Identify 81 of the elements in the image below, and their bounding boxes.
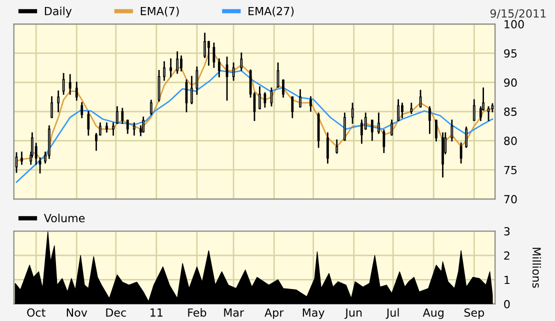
candlestick xyxy=(20,152,23,165)
candlestick xyxy=(487,106,490,121)
legend-label: Volume xyxy=(44,214,85,222)
candlestick xyxy=(410,102,413,114)
y-tick-label: 0 xyxy=(504,300,510,308)
x-tick-label: Apr xyxy=(264,308,284,319)
candlestick xyxy=(190,76,193,104)
candlestick xyxy=(170,58,172,78)
candlestick xyxy=(121,108,124,124)
candlestick xyxy=(377,112,380,134)
candlestick xyxy=(428,106,431,134)
candlestick xyxy=(465,126,468,148)
y-tick-label: 90 xyxy=(504,78,517,87)
candlestick xyxy=(264,92,266,108)
candlestick xyxy=(291,96,294,118)
candlestick xyxy=(126,120,129,134)
candlestick xyxy=(435,120,438,142)
x-tick-label: Jun xyxy=(344,308,362,319)
candlestick xyxy=(218,58,220,78)
y-tick-label: 80 xyxy=(504,136,517,146)
y-tick-label: 2 xyxy=(504,251,510,260)
candlestick xyxy=(390,120,393,136)
x-tick-label: Oct xyxy=(27,308,46,317)
legend-label: EMA(7) xyxy=(140,6,179,17)
candlestick xyxy=(150,100,152,116)
text: 9/15/2011 xyxy=(490,9,546,19)
candlestick xyxy=(258,86,261,110)
y-tick-label: 75 xyxy=(504,166,517,174)
candlestick xyxy=(282,79,284,98)
candlestick xyxy=(351,102,354,124)
candlestick xyxy=(212,42,216,68)
candlestick xyxy=(112,122,114,136)
x-tick-label: Jul xyxy=(386,308,399,319)
y-tick-label: 1 xyxy=(504,276,510,284)
candlestick xyxy=(401,102,404,118)
y-axis-title: Millions xyxy=(532,248,542,288)
candlestick xyxy=(38,158,42,174)
legend-label: Daily xyxy=(44,6,72,18)
candlestick xyxy=(50,96,53,118)
candlestick xyxy=(132,122,136,136)
x-tick-label: Sep xyxy=(464,308,484,319)
candlestick xyxy=(472,99,476,121)
candlestick xyxy=(397,99,400,121)
candlestick xyxy=(460,142,462,164)
x-tick-label: Dec xyxy=(106,308,126,317)
x-tick-label: Mar xyxy=(224,308,244,317)
candlestick xyxy=(75,82,78,101)
legend-label: EMA(27) xyxy=(248,6,294,17)
candlestick xyxy=(450,120,454,142)
x-tick-label: Aug xyxy=(422,308,444,319)
candlestick xyxy=(57,90,60,112)
candlestick xyxy=(299,89,302,108)
x-tick-label: Feb xyxy=(188,308,206,317)
candlestick xyxy=(240,52,243,71)
candlestick xyxy=(196,66,198,95)
candlestick xyxy=(80,102,84,118)
candlestick xyxy=(180,55,182,72)
candlestick xyxy=(87,110,90,136)
candlestick xyxy=(336,139,338,154)
candlestick xyxy=(382,130,386,154)
y-tick-label: 100 xyxy=(504,20,524,28)
candlestick xyxy=(309,96,312,112)
candlestick xyxy=(370,120,374,141)
candlestick xyxy=(176,51,179,74)
y-tick-label: 95 xyxy=(504,49,517,58)
candlestick xyxy=(68,74,72,95)
candlestick xyxy=(343,112,346,141)
candlestick xyxy=(142,116,145,133)
candlestick xyxy=(163,61,166,81)
x-tick-label: May xyxy=(302,308,324,319)
candlestick xyxy=(360,120,363,144)
x-tick-label: Nov xyxy=(66,308,88,317)
y-tick-label: 3 xyxy=(504,227,510,236)
candlestick xyxy=(326,132,329,164)
candlestick xyxy=(116,106,118,124)
y-tick-label: 70 xyxy=(504,194,517,204)
y-tick-label: 85 xyxy=(504,108,517,116)
candlestick xyxy=(62,72,65,95)
candlestick xyxy=(208,40,210,66)
x-tick-label: 11 xyxy=(150,308,162,317)
candlestick xyxy=(204,32,206,58)
